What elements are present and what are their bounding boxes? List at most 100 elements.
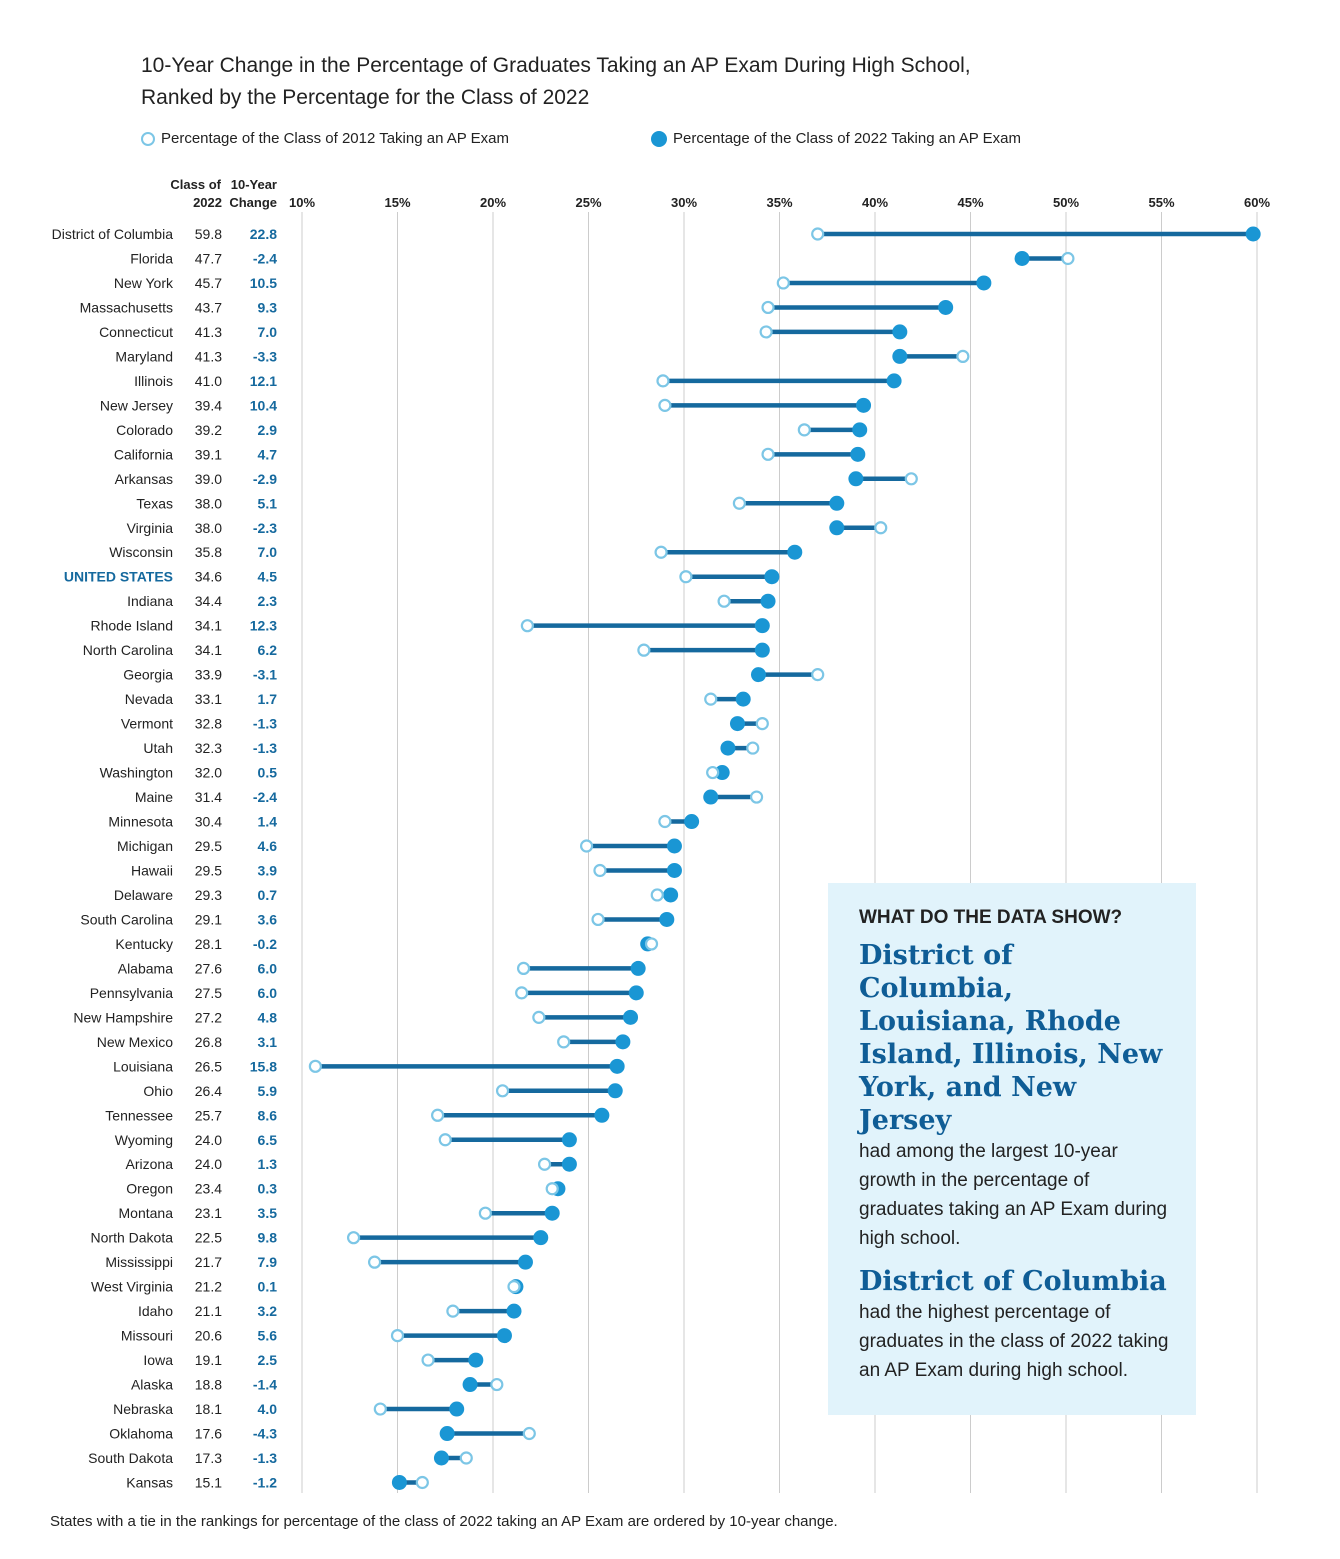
value-2022-label: 39.1 [195,446,222,462]
point-2022 [852,422,868,438]
point-2022 [750,667,766,683]
change-label: 0.3 [258,1181,278,1197]
column-headers: 10% 15% 20% 25% 30% 35% 40% 45% 50% 55% 60% Class o… [170,177,1270,210]
point-2022 [607,1083,623,1099]
change-label: -3.3 [253,348,277,364]
change-label: 3.9 [258,862,278,878]
point-2012 [520,619,534,633]
value-2022-label: 39.0 [195,471,222,487]
row-utah: Utah 32.3 -1.3 [143,740,760,756]
row-nebraska: Nebraska 18.1 4.0 [113,1401,465,1417]
point-2012 [755,716,769,731]
change-label: -2.4 [253,250,277,266]
point-2012 [797,423,811,437]
change-label: -4.3 [253,1426,277,1442]
row-new-york: New York 45.7 10.5 [114,275,992,291]
row-indiana: Indiana 34.4 2.3 [127,593,776,609]
row-idaho: Idaho 21.1 3.2 [138,1303,522,1319]
x-tick-label-60: 60% [1244,195,1270,210]
change-label: 5.9 [258,1083,278,1099]
change-label: 22.8 [250,226,277,242]
value-2022-label: 47.7 [195,250,222,266]
point-2012 [421,1353,435,1367]
row-alabama: Alabama 27.6 6.0 [118,960,646,976]
state-label: Massachusetts [80,299,173,315]
value-2022-label: 31.4 [195,789,222,805]
point-2012 [759,325,773,339]
point-2012 [537,1157,552,1171]
state-label: South Dakota [88,1450,173,1466]
point-2022 [754,642,770,658]
state-label: Mississippi [105,1254,173,1270]
legend-item-2012: Percentage of the Class of 2012 Taking a… [141,130,509,147]
legend-item-2022: Percentage of the Class of 2022 Taking a… [651,130,1021,147]
point-2012 [591,912,605,927]
row-wisconsin: Wisconsin 35.8 7.0 [109,544,803,560]
value-2022-label: 45.7 [195,275,222,291]
state-label: Delaware [114,887,173,903]
callout-text-growth: had among the largest 10-year growth in … [859,1141,1168,1249]
point-2022 [760,593,776,609]
row-georgia: Georgia 33.9 -3.1 [123,667,825,683]
row-rhode-island: Rhode Island 34.1 12.3 [90,618,770,634]
point-2022 [938,299,954,315]
state-label: California [114,446,173,462]
point-2022 [1245,226,1261,242]
state-label: Maryland [115,348,173,364]
row-missouri: Missouri 20.6 5.6 [121,1328,512,1344]
value-2022-label: 30.4 [195,814,222,830]
point-2022 [496,1328,512,1344]
row-colorado: Colorado 39.2 2.9 [116,422,868,438]
change-label: 10.4 [250,397,277,413]
state-label: Utah [143,740,173,756]
state-label: Texas [136,495,173,511]
point-2012 [761,300,775,315]
point-2012 [874,521,888,535]
row-wyoming: Wyoming 24.0 6.5 [115,1132,577,1148]
point-2012 [507,1280,521,1294]
row-maryland: Maryland 41.3 -3.3 [115,348,970,364]
point-2022 [561,1156,577,1172]
point-2022 [892,324,908,340]
change-label: 15.8 [250,1058,277,1074]
point-2012 [373,1402,387,1416]
state-label: New York [114,275,174,291]
point-2022 [468,1352,484,1368]
change-label: 2.3 [258,593,278,609]
state-label: Oklahoma [109,1426,173,1442]
state-label: Idaho [138,1303,173,1319]
chart-rows: District of Columbia 59.8 22.8 Florida 47.7 -… [52,226,1261,1490]
row-new-jersey: New Jersey 39.4 10.4 [100,397,872,413]
state-label: Tennessee [105,1107,173,1123]
state-label: Alaska [131,1377,173,1393]
row-texas: Texas 38.0 5.1 [136,495,845,511]
state-label: Georgia [123,667,173,683]
open-circle-icon [141,131,155,146]
change-label: 6.5 [258,1132,278,1148]
value-2022-label: 27.2 [195,1009,222,1025]
row-west-virginia: West Virginia 21.2 0.1 [91,1279,524,1295]
row-louisiana: Louisiana 26.5 15.8 [113,1058,625,1074]
point-2022 [666,838,682,854]
row-south-carolina: South Carolina 29.1 3.6 [80,911,675,927]
point-2022 [787,544,803,560]
callout-heading: WHAT DO THE DATA SHOW? [859,907,1123,928]
value-2022-label: 38.0 [195,520,222,536]
callout-text-highest: had the highest percentage of graduates … [859,1302,1169,1381]
state-label: Oregon [126,1181,173,1197]
legend-label-2022: Percentage of the Class of 2022 Taking a… [673,130,1022,147]
point-2022 [462,1377,478,1393]
state-label: District of Columbia [52,226,174,242]
footnote: States with a tie in the rankings for pe… [50,1513,838,1530]
change-label: 9.3 [258,299,278,315]
change-label: 8.6 [258,1107,278,1123]
row-pennsylvania: Pennsylvania 27.5 6.0 [90,985,644,1001]
value-2022-label: 32.0 [195,765,222,781]
x-tick-label-45: 45% [957,195,983,210]
point-2022 [666,862,682,878]
change-label: -1.3 [253,740,277,756]
state-label: Hawaii [131,862,173,878]
point-2012 [593,863,607,878]
state-label: Minnesota [108,814,173,830]
state-label: Illinois [134,373,173,389]
